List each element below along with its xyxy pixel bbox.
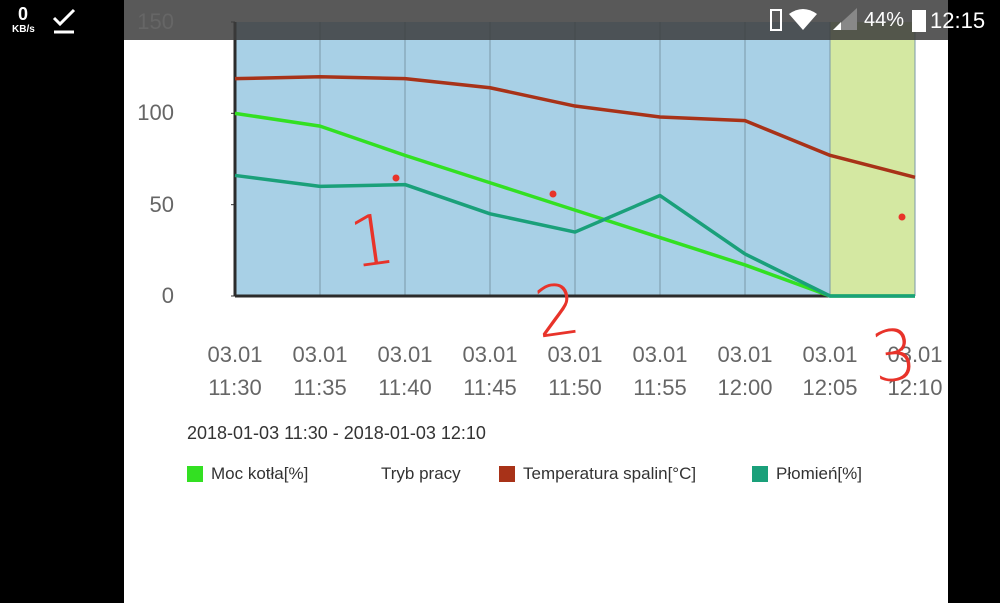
red-dot <box>549 190 557 198</box>
legend-entry: Tryb pracy <box>381 464 461 484</box>
legend-swatch <box>752 466 768 482</box>
y-tick-label: 50 <box>149 191 174 217</box>
mode-band <box>660 22 745 296</box>
series-line <box>234 111 915 298</box>
x-tick-label: 03.01 11:45 <box>462 342 518 400</box>
legend-label: Temperatura spalin[°C] <box>523 464 697 483</box>
legend-label: Tryb pracy <box>381 464 461 483</box>
x-tick-label: 03.01 12:00 <box>717 342 773 400</box>
x-tick-label: 03.01 11:40 <box>377 342 433 400</box>
legend-label: Płomień[%] <box>776 464 862 483</box>
mode-band <box>320 22 405 296</box>
x-tick-label: 03.01 11:30 <box>207 342 263 400</box>
legend-entry: Temperatura spalin[°C] <box>499 464 696 484</box>
x-tick-label: 03.01 12:05 <box>802 342 858 400</box>
battery-icon <box>912 10 926 32</box>
mode-band <box>575 22 660 296</box>
y-tick-label: 0 <box>161 283 174 308</box>
y-tick-label: 150 <box>137 9 174 34</box>
red-dot <box>392 174 400 182</box>
legend-label: Moc kotła[%] <box>211 464 309 483</box>
series-line <box>234 75 916 179</box>
check-icon <box>52 8 76 34</box>
clock: 12:15 <box>930 8 986 33</box>
net-unit: KB/s <box>12 24 35 35</box>
series-line <box>234 173 915 298</box>
legend-entry: Płomień[%] <box>752 464 862 484</box>
battery-text: 44% <box>864 9 905 31</box>
status-icons <box>770 8 857 31</box>
legend-swatch <box>499 466 515 482</box>
x-tick-label: 03.01 11:55 <box>632 342 688 400</box>
x-tick-label: 03.01 12:10 <box>887 342 943 400</box>
mode-band <box>490 22 575 296</box>
mode-band <box>235 22 320 296</box>
red-dot <box>898 213 906 221</box>
legend-swatch <box>187 466 203 482</box>
net-speed: 0 <box>18 4 29 24</box>
mode-band <box>745 22 830 296</box>
subtitle: 2018-01-03 11:30 - 2018-01-03 12:10 <box>187 423 486 443</box>
y-tick-label: 100 <box>137 100 174 126</box>
x-tick-label: 03.01 11:50 <box>547 342 603 400</box>
legend-entry: Moc kotła[%] <box>187 464 308 484</box>
x-tick-label: 03.01 11:35 <box>292 342 348 400</box>
